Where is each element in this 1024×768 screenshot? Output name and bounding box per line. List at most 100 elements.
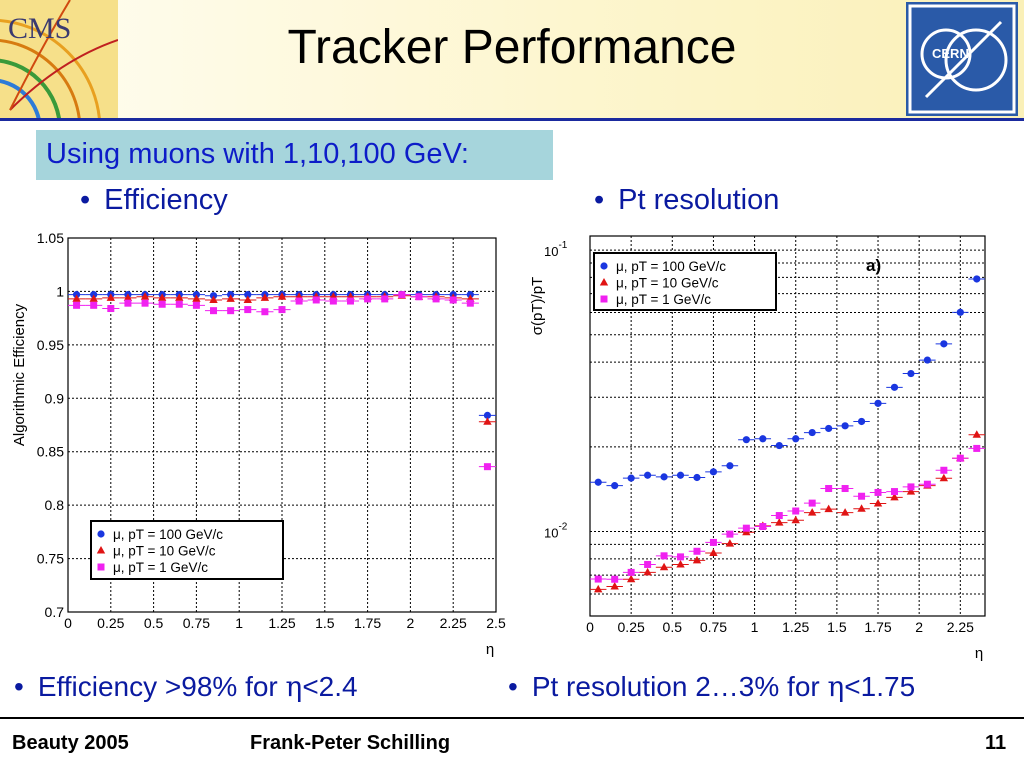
data-point bbox=[973, 444, 981, 452]
bullet-efficiency-label: Efficiency bbox=[104, 184, 228, 216]
data-point bbox=[398, 291, 406, 299]
data-point bbox=[295, 297, 303, 305]
bullet-dot: • bbox=[594, 184, 605, 216]
data-point bbox=[449, 296, 457, 304]
y-axis-label: σ(pT)/pT bbox=[529, 277, 546, 335]
data-point bbox=[106, 293, 115, 301]
data-point bbox=[611, 575, 619, 583]
x-tick-label: 1.25 bbox=[268, 615, 295, 631]
data-point bbox=[89, 294, 98, 302]
data-point bbox=[610, 581, 619, 590]
data-point bbox=[775, 518, 784, 526]
x-tick-label: 0.25 bbox=[97, 615, 124, 631]
x-tick-label: 2 bbox=[407, 615, 415, 631]
subtitle: Using muons with 1,10,100 GeV: bbox=[46, 138, 469, 170]
legend-label: μ, pT = 1 GeV/c bbox=[113, 560, 208, 575]
page-number: 11 bbox=[985, 732, 1007, 754]
x-tick-label: 0.25 bbox=[618, 619, 645, 635]
data-point bbox=[123, 293, 133, 301]
data-point bbox=[726, 462, 734, 470]
x-tick-label: 1.5 bbox=[827, 619, 847, 635]
bottom-bullet-resolution: • Pt resolution 2…3% for η<1.75 bbox=[508, 670, 915, 703]
data-point bbox=[243, 295, 252, 303]
data-point bbox=[210, 307, 218, 315]
data-point bbox=[660, 473, 668, 481]
data-point bbox=[611, 482, 619, 490]
data-point bbox=[840, 508, 850, 516]
data-point bbox=[726, 530, 734, 538]
legend-marker-circle bbox=[97, 530, 105, 538]
data-point bbox=[808, 428, 816, 437]
legend-marker-circle bbox=[600, 262, 608, 270]
data-point bbox=[158, 300, 166, 308]
y-tick-label: 1.05 bbox=[37, 230, 64, 246]
bullet-pt-resolution: • Pt resolution bbox=[594, 184, 779, 217]
data-point bbox=[923, 356, 931, 364]
legend-box bbox=[90, 520, 284, 580]
eta-symbol: η bbox=[827, 670, 845, 703]
x-tick-label: 0.5 bbox=[144, 615, 164, 631]
data-point bbox=[381, 295, 389, 303]
data-point bbox=[956, 308, 964, 316]
data-point bbox=[742, 524, 750, 532]
data-point bbox=[227, 307, 235, 315]
data-point bbox=[626, 574, 636, 583]
data-point bbox=[907, 483, 915, 491]
y-tick-label: 0.75 bbox=[37, 551, 64, 567]
data-point bbox=[312, 296, 320, 304]
data-point bbox=[175, 293, 184, 301]
bullet-dot: • bbox=[508, 671, 518, 702]
cern-logo: CERN bbox=[906, 2, 1018, 116]
footer-event: Beauty 2005 bbox=[12, 732, 129, 754]
data-point bbox=[346, 297, 354, 305]
data-point bbox=[841, 422, 849, 430]
efficiency-statement-prefix: Efficiency >98% for bbox=[37, 671, 286, 702]
legend-marker-square bbox=[600, 295, 608, 303]
data-point bbox=[709, 538, 717, 546]
data-point bbox=[107, 305, 115, 313]
header-divider bbox=[0, 118, 1024, 121]
data-point bbox=[140, 292, 150, 300]
data-point bbox=[825, 424, 833, 433]
bullet-dot: • bbox=[14, 671, 24, 702]
y-axis-label: Algorithmic Efficiency bbox=[11, 303, 28, 446]
eta-symbol: η bbox=[285, 670, 303, 703]
data-point bbox=[692, 555, 702, 564]
panel-annotation: a) bbox=[866, 256, 881, 275]
data-point bbox=[940, 340, 948, 348]
data-point bbox=[792, 507, 800, 515]
bottom-bullet-efficiency: • Efficiency >98% for η<2.4 bbox=[14, 670, 358, 703]
x-tick-label: 0.75 bbox=[183, 615, 210, 631]
x-tick-label: 2 bbox=[915, 619, 923, 635]
data-point bbox=[244, 291, 252, 299]
x-tick-label: 1.75 bbox=[354, 615, 381, 631]
bullet-dot: • bbox=[80, 184, 91, 216]
data-point bbox=[329, 297, 337, 305]
x-axis-label: η bbox=[486, 641, 494, 658]
data-point bbox=[907, 369, 915, 378]
data-point bbox=[956, 454, 964, 462]
data-point bbox=[939, 473, 949, 482]
data-point bbox=[857, 504, 866, 512]
data-point bbox=[627, 474, 635, 482]
data-point bbox=[644, 560, 652, 568]
title-bar: CMS Tracker Performance CERN bbox=[0, 0, 1024, 120]
data-point bbox=[824, 504, 833, 513]
data-point bbox=[643, 567, 652, 576]
legend-marker-triangle bbox=[96, 546, 106, 554]
data-point bbox=[676, 471, 685, 479]
bullet-efficiency: • Efficiency bbox=[80, 184, 228, 217]
data-point bbox=[890, 492, 899, 501]
x-tick-label: 1 bbox=[235, 615, 243, 631]
data-point bbox=[759, 435, 767, 443]
data-point bbox=[858, 492, 866, 500]
y-tick-label: 10-1 bbox=[544, 240, 568, 259]
resolution-statement-suffix: <1.75 bbox=[844, 671, 916, 702]
data-point bbox=[709, 468, 718, 476]
data-point bbox=[677, 553, 685, 561]
y-tick-label: 0.8 bbox=[45, 497, 65, 513]
data-point bbox=[825, 485, 833, 493]
cms-logo: CMS bbox=[0, 0, 118, 118]
data-point bbox=[483, 463, 491, 471]
footer-divider bbox=[0, 717, 1024, 719]
